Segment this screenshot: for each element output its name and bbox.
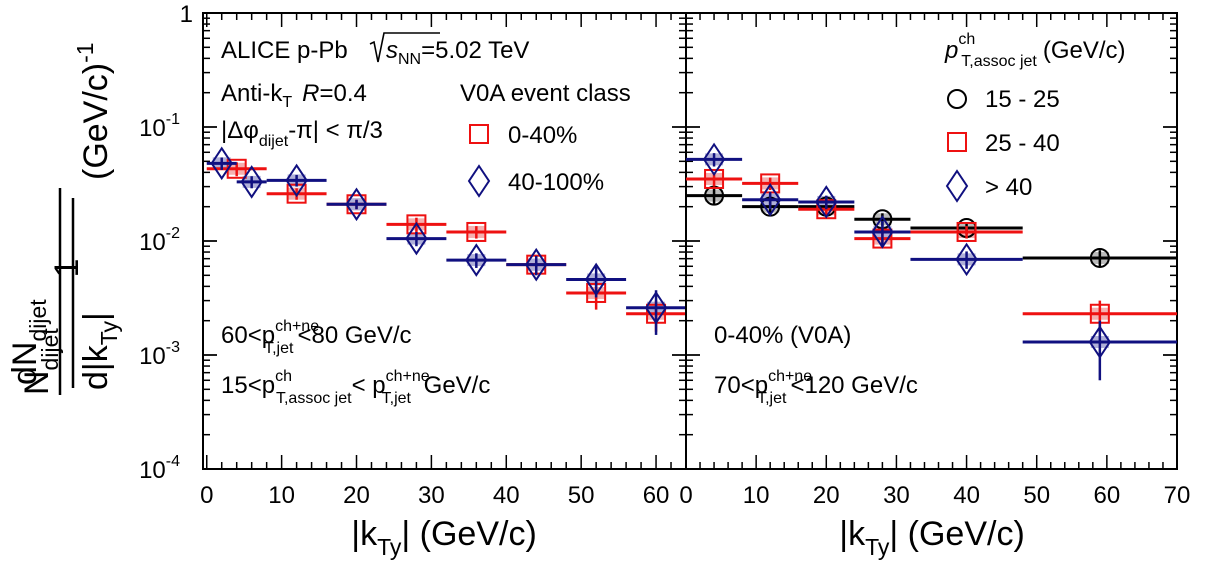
left-label-dphi: |Δφdijet-π| < π/3 [221, 117, 383, 150]
left-label-antikt: Anti-kT R=0.4 [221, 80, 367, 111]
x-tick-label: 40 [953, 482, 980, 509]
right-legend: 15 - 25 25 - 40 > 40 [945, 86, 1060, 203]
x-tick-label: 20 [343, 482, 370, 509]
y-axis-title: 1 Ndijet dNdijet d|kTy| (GeV/c)-1 [6, 42, 122, 395]
data-point-diamond [955, 242, 978, 277]
legend-marker-40-100 [467, 164, 491, 198]
x-tick-label: 30 [418, 482, 445, 509]
data-point-diamond [1088, 325, 1112, 359]
left-label-alice: ALICE p-Pb [221, 37, 348, 64]
left-axis-ticks [203, 12, 687, 470]
x-tick-label: 40 [493, 482, 520, 509]
data-point-diamond [644, 290, 668, 325]
data-point-diamond [871, 215, 894, 249]
y-tick-labels: 1 10-1 10-2 10-3 10-4 [139, 1, 193, 484]
left-x-axis-title: |kTy| (GeV/c) [351, 515, 537, 560]
left-label-ptjet: 60<pch+ne T,jet <80 GeV/c [221, 318, 412, 357]
left-label-ptassoc: 15<pch T,assoc jet< pch+ne T,jet GeV/c [221, 368, 490, 407]
y-tick-label: 10-3 [139, 339, 180, 370]
data-point-diamond [702, 142, 726, 177]
legend-marker-15-25 [947, 89, 967, 109]
data-point-diamond [210, 146, 233, 181]
x-tick-label: 60 [1094, 482, 1121, 509]
x-tick-label: 30 [883, 482, 910, 509]
left-legend-title: V0A event class [460, 80, 631, 107]
legend-label-gt40: > 40 [985, 174, 1032, 201]
right-panel: 0 10 20 30 40 50 60 70 pch T,assoc jet (GeV/c) 15… [679, 12, 1190, 560]
legend-label-40-100: 40-100% [508, 169, 604, 196]
legend-label-0-40: 0-40% [508, 122, 577, 149]
legend-marker-gt40 [945, 169, 969, 203]
legend-label-15-25: 15 - 25 [985, 86, 1060, 113]
data-point-diamond [405, 221, 428, 256]
y-title-one: 1 [48, 259, 86, 278]
right-x-tick-labels: 0 10 20 30 40 50 60 70 [679, 482, 1190, 509]
data-point-square [956, 221, 977, 242]
x-tick-label: 50 [1023, 482, 1050, 509]
data-point-square [466, 221, 487, 242]
x-tick-label: 0 [679, 482, 692, 509]
y-title-unit: (GeV/c)-1 [72, 42, 115, 180]
right-axis-ticks [685, 12, 1178, 470]
y-title-dk: d|kTy| [77, 312, 122, 390]
x-tick-label: 70 [1164, 482, 1191, 509]
data-point-diamond [815, 185, 838, 219]
y-tick-label: 10-1 [139, 111, 180, 142]
data-point-diamond [285, 163, 308, 198]
left-label-energy: sNN=5.02 TeV [386, 37, 529, 68]
data-point-diamond [240, 165, 263, 199]
data-point-square [704, 168, 725, 189]
y-title-N: Ndijet [18, 328, 63, 395]
data-point-diamond [584, 262, 608, 297]
data-point-diamond [345, 187, 368, 222]
y-tick-label: 10-4 [139, 453, 180, 484]
data-point-circle [1089, 247, 1110, 268]
legend-marker-25-40 [947, 132, 967, 152]
legend-marker-0-40 [469, 124, 489, 144]
x-tick-label: 10 [268, 482, 295, 509]
x-tick-label: 20 [813, 482, 840, 509]
left-x-tick-labels: 0 10 20 30 40 50 60 [200, 482, 669, 509]
x-tick-label: 50 [568, 482, 595, 509]
x-tick-label: 10 [743, 482, 770, 509]
data-point-circle [704, 185, 725, 206]
right-legend-title: pch T,assoc jet (GeV/c) [944, 31, 1126, 70]
data-point-diamond [758, 182, 782, 217]
data-point-diamond [525, 247, 548, 282]
x-tick-label: 0 [200, 482, 213, 509]
left-legend: 0-40% 40-100% [467, 122, 604, 198]
right-label-ptjet: 70<pch+ne T,jet <120 GeV/c [714, 368, 918, 407]
right-label-centrality: 0-40% (V0A) [714, 322, 851, 349]
x-tick-label: 60 [643, 482, 670, 509]
y-title-dN: dNdijet [6, 299, 51, 385]
right-x-axis-title: |kTy| (GeV/c) [839, 515, 1025, 560]
sqrt-sign [369, 32, 440, 63]
y-tick-label: 1 [180, 1, 193, 28]
y-tick-label: 10-2 [139, 225, 180, 256]
left-data-marks [206, 146, 686, 335]
left-panel: 0 10 20 30 40 50 60 ALICE p-Pb sNN=5.02 TeV An… [200, 12, 687, 560]
right-data-marks [686, 142, 1177, 381]
legend-label-25-40: 25 - 40 [985, 130, 1060, 157]
data-point-diamond [465, 243, 488, 277]
